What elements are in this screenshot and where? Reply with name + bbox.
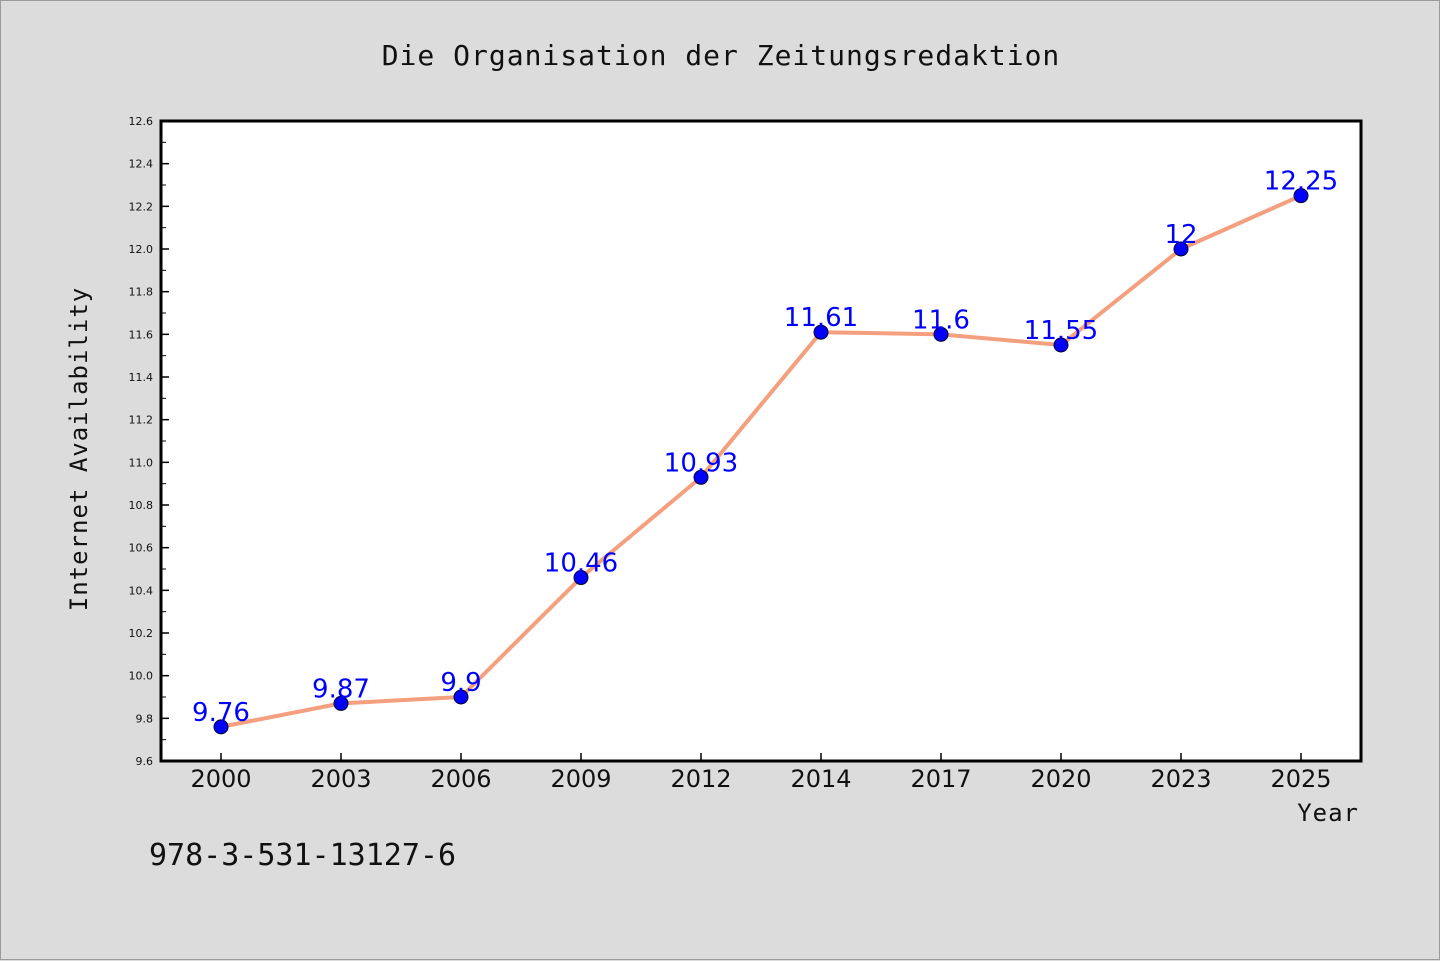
data-point [573, 570, 589, 586]
x-tick-label: 2003 [310, 765, 371, 793]
data-label: 11.61 [784, 303, 858, 333]
x-tick-label: 2023 [1150, 765, 1211, 793]
y-axis: 9.6 9.8 10.0 10.2 10.4 10.6 10.8 11.0 11.2 11.4 11… [129, 115, 169, 768]
y-tick-label: 12.2 [129, 200, 154, 213]
y-tick-label: 11.4 [129, 371, 154, 384]
data-point [213, 719, 229, 735]
series-line [219, 193, 1303, 729]
y-tick-label: 11.6 [129, 328, 154, 341]
x-tick-label: 2000 [190, 765, 251, 793]
y-tick-label: 10.4 [129, 584, 154, 597]
data-point [1293, 188, 1309, 204]
plot-area [161, 121, 1361, 761]
chart-title: Die Organisation der Zeitungsredaktion [382, 39, 1061, 72]
y-axis-title: Internet Availability [65, 287, 93, 611]
x-tick-label: 2006 [430, 765, 491, 793]
y-tick-label: 9.6 [136, 755, 154, 768]
data-label: 10.93 [664, 448, 738, 478]
y-tick-label: 10.2 [129, 627, 154, 640]
y-tick-label: 11.2 [129, 414, 154, 427]
data-label: 10.46 [544, 549, 618, 579]
data-label: 9.9 [440, 668, 481, 698]
x-axis-title: Year [1297, 799, 1359, 827]
x-tick-label: 2025 [1270, 765, 1331, 793]
data-point [933, 326, 949, 342]
x-tick-label: 2012 [670, 765, 731, 793]
x-tick-label: 2017 [910, 765, 971, 793]
data-point [1173, 241, 1189, 257]
x-axis: 2000 2003 2006 2009 2012 2014 2017 2020 2023 2025 [190, 753, 1332, 793]
y-tick-label: 12.4 [129, 158, 154, 171]
data-label: 9.87 [312, 674, 370, 704]
y-tick-label: 9.8 [136, 712, 154, 725]
y-tick-label: 10.6 [129, 542, 154, 555]
data-label: 11.6 [912, 305, 970, 335]
plot-border [159, 119, 1363, 763]
series-layer [213, 188, 1309, 735]
y-tick-label: 12.0 [129, 243, 154, 256]
y-tick-label: 10.0 [129, 670, 154, 683]
data-point [1053, 337, 1069, 353]
y-tick-label: 11.0 [129, 456, 154, 469]
data-label: 12.25 [1264, 167, 1338, 197]
y-tick-label: 12.6 [129, 115, 154, 128]
data-point [333, 695, 349, 711]
y-tick-label: 10.8 [129, 499, 154, 512]
data-point [813, 324, 829, 340]
x-tick-label: 2009 [550, 765, 611, 793]
data-point [453, 689, 469, 705]
x-tick-label: 2020 [1030, 765, 1091, 793]
footnote-isbn: 978-3-531-13127-6 [149, 838, 456, 873]
data-point [693, 469, 709, 485]
data-label: 11.55 [1024, 316, 1098, 346]
y-tick-label: 11.8 [129, 286, 154, 299]
data-label: 12 [1164, 220, 1197, 250]
data-label: 9.76 [192, 698, 250, 728]
x-tick-label: 2014 [790, 765, 851, 793]
data-labels: 9.76 9.87 9.9 10.46 10.93 11.61 11.6 11.55 12 12.… [192, 167, 1338, 728]
